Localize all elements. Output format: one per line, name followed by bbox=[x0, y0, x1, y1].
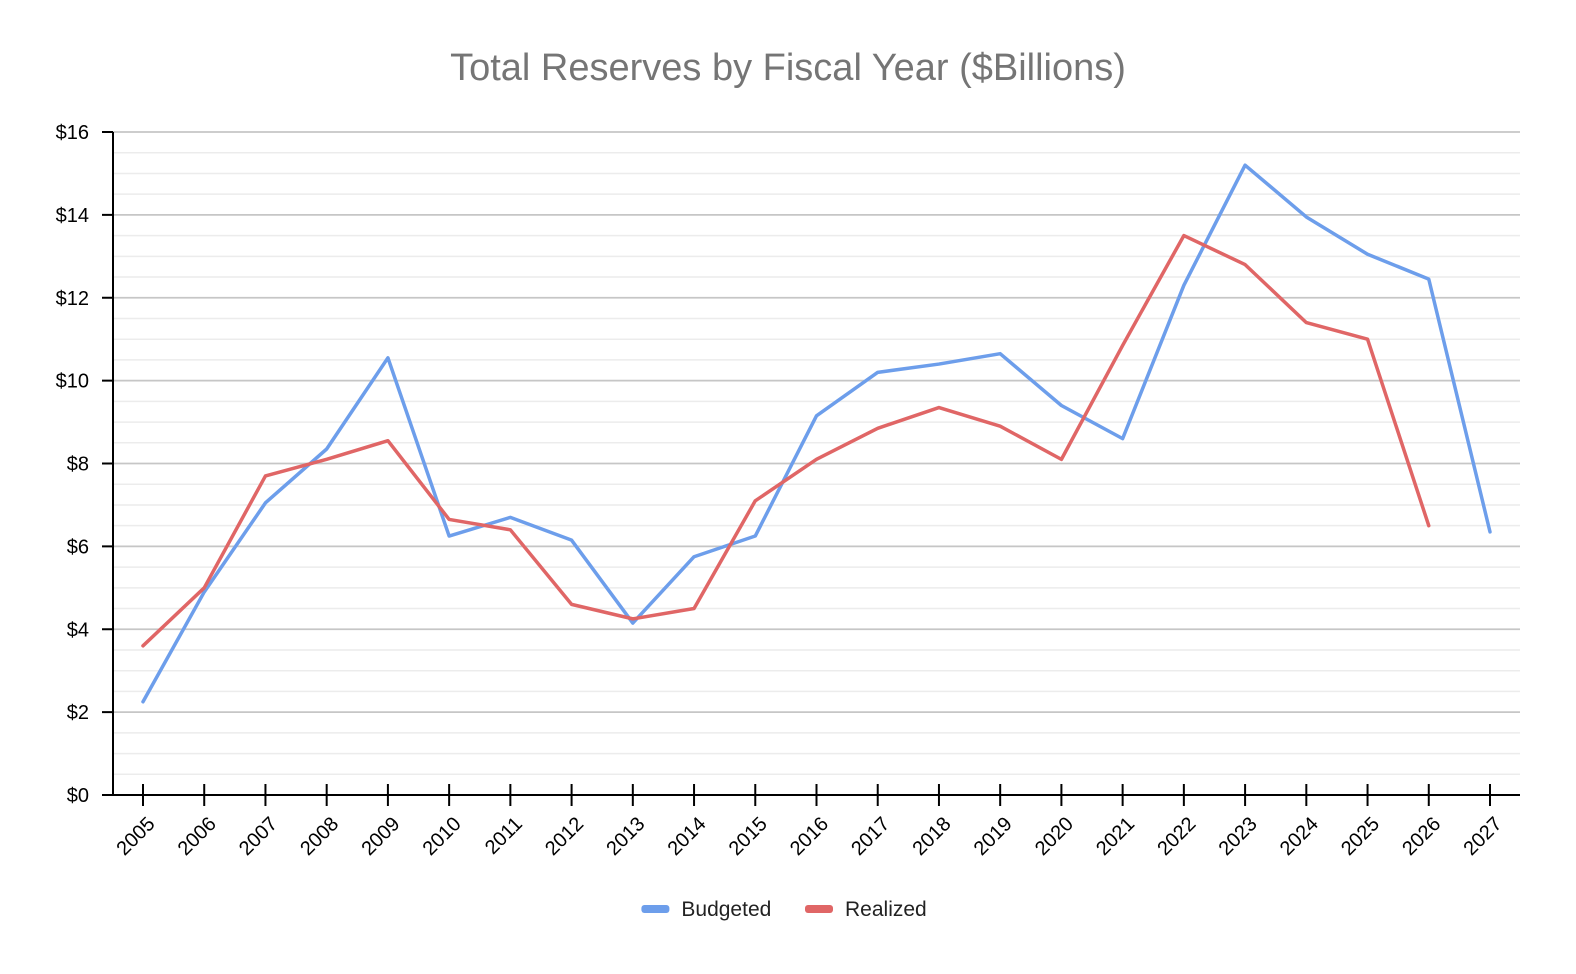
legend-label-realized: Realized bbox=[845, 898, 927, 921]
chart-title: Total Reserves by Fiscal Year ($Billions… bbox=[450, 47, 1126, 89]
y-tick-label: $16 bbox=[56, 122, 89, 144]
y-axis: $0 $2 $4 $6 $8 $10 $12 $14 $16 bbox=[56, 122, 114, 807]
y-tick-label: $14 bbox=[56, 205, 89, 227]
y-tick-label: $8 bbox=[67, 454, 89, 476]
y-tick-label: $6 bbox=[67, 536, 89, 558]
legend-swatch-realized bbox=[805, 905, 833, 913]
minor-gridlines bbox=[113, 151, 1520, 776]
legend-label-budgeted: Budgeted bbox=[681, 898, 771, 921]
y-tick-label: $2 bbox=[67, 702, 89, 724]
series-line-budgeted bbox=[141, 163, 1492, 704]
series-line-realized bbox=[141, 233, 1431, 648]
y-tick-label: $0 bbox=[67, 785, 89, 807]
y-tick-label: $12 bbox=[56, 288, 89, 310]
y-tick-label: $4 bbox=[67, 619, 89, 641]
major-gridlines bbox=[113, 131, 1520, 714]
y-tick-label: $10 bbox=[56, 371, 89, 393]
legend: Budgeted Realized bbox=[641, 898, 927, 921]
series-lines bbox=[141, 163, 1492, 704]
legend-swatch-budgeted bbox=[641, 905, 670, 913]
